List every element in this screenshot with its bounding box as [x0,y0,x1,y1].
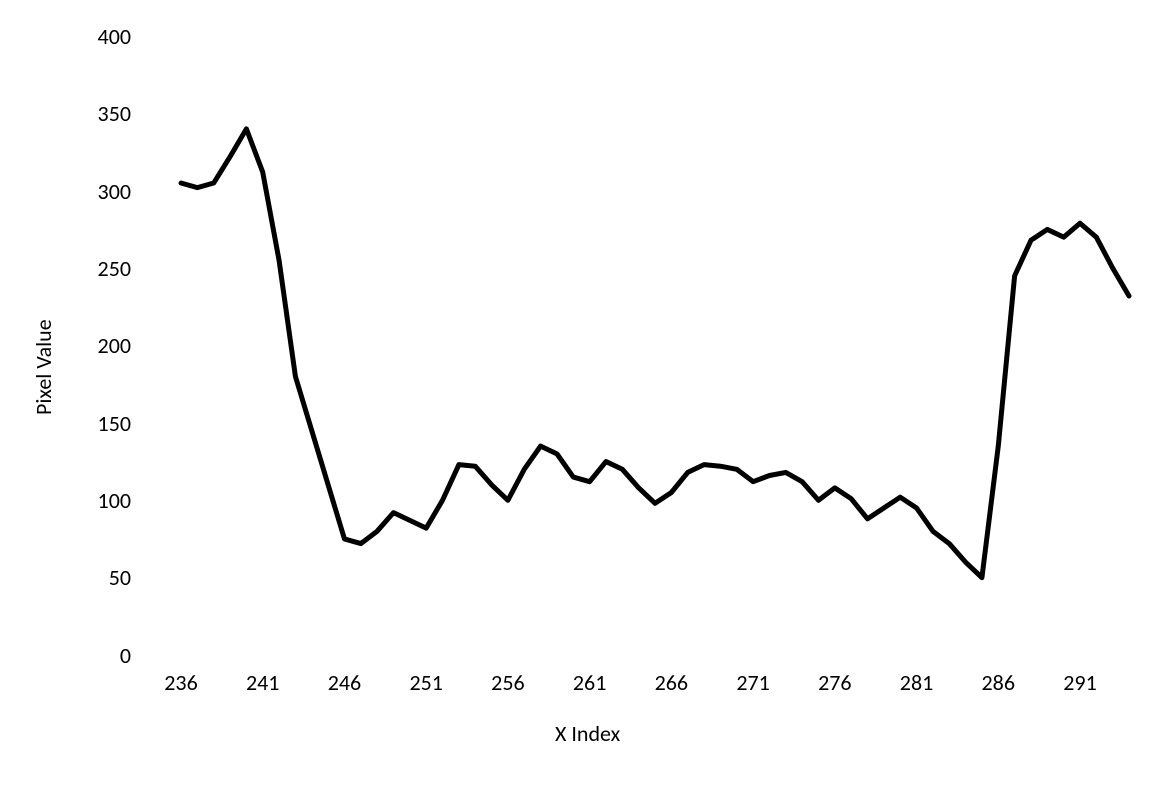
x-tick-label: 256 [478,669,538,696]
y-tick-label: 400 [71,23,131,50]
x-tick-label: 291 [1050,669,1110,696]
x-tick-label: 246 [314,669,374,696]
y-tick-label: 300 [71,178,131,205]
y-tick-label: 0 [71,642,131,669]
y-tick-label: 50 [71,564,131,591]
y-tick-label: 100 [71,487,131,514]
y-tick-label: 150 [71,410,131,437]
x-tick-label: 266 [641,669,701,696]
x-tick-label: 251 [396,669,456,696]
x-tick-label: 276 [805,669,865,696]
y-axis-label: Pixel Value [30,319,57,415]
x-tick-label: 286 [968,669,1028,696]
x-tick-label: 236 [151,669,211,696]
x-axis-label: X Index [555,720,620,747]
x-tick-label: 241 [233,669,293,696]
data-line [181,129,1129,578]
y-tick-label: 250 [71,255,131,282]
x-tick-label: 271 [723,669,783,696]
y-tick-label: 200 [71,332,131,359]
line-chart: Pixel Value X Index 0 50 100 150 200 250 300 35… [0,0,1161,785]
x-tick-label: 261 [560,669,620,696]
x-tick-label: 281 [887,669,947,696]
y-tick-label: 350 [71,100,131,127]
plot-area [123,26,1138,665]
